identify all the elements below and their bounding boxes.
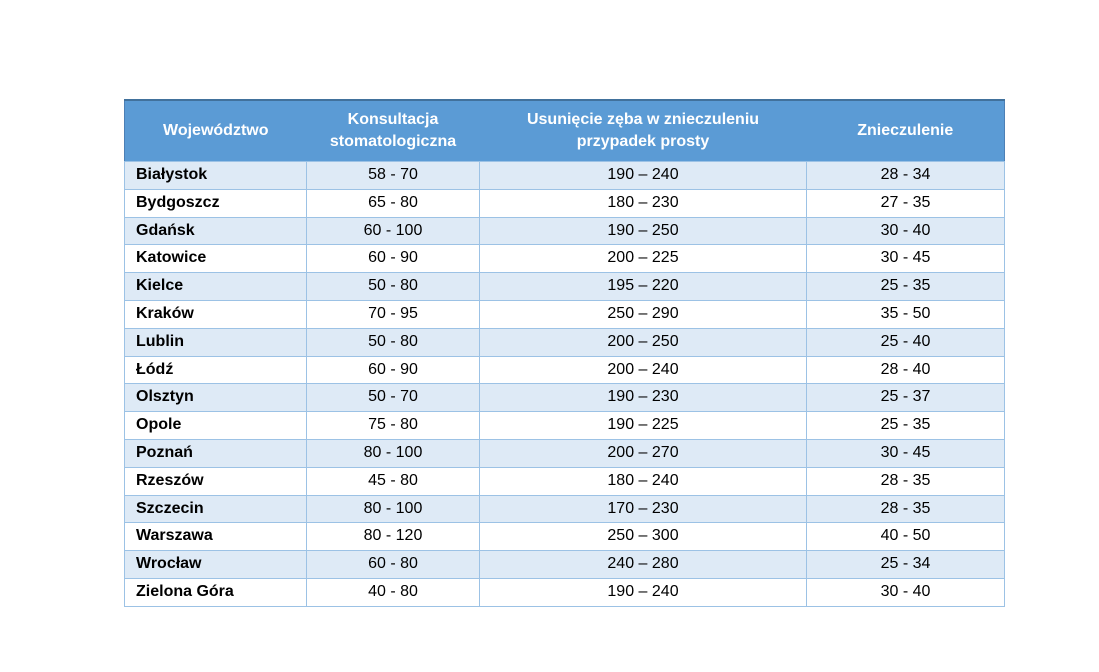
anesthesia-price-cell: 28 - 40: [806, 355, 1005, 385]
anesthesia-price-cell: 25 - 37: [806, 383, 1005, 413]
header-row: Województwo Konsultacja stomatologiczna …: [124, 100, 1005, 162]
anesthesia-price-cell: 40 - 50: [806, 522, 1005, 552]
region-cell: Kielce: [124, 272, 307, 301]
table-row: Łódź 60 - 90 200 – 240 28 - 40: [124, 355, 1005, 385]
region-cell: Lublin: [124, 327, 307, 357]
consultation-price-cell: 45 - 80: [306, 466, 480, 496]
table-header: Województwo Konsultacja stomatologiczna …: [124, 100, 1005, 162]
anesthesia-price-cell: 30 - 40: [806, 577, 1005, 607]
consultation-price-cell: 80 - 100: [306, 438, 480, 468]
anesthesia-price-cell: 27 - 35: [806, 188, 1005, 218]
price-table: Województwo Konsultacja stomatologiczna …: [124, 99, 1005, 607]
extraction-price-cell: 190 – 230: [479, 383, 807, 413]
consultation-price-cell: 60 - 100: [306, 216, 480, 246]
region-cell: Bydgoszcz: [124, 188, 307, 218]
extraction-price-cell: 180 – 230: [479, 188, 807, 218]
anesthesia-price-cell: 30 - 45: [806, 244, 1005, 274]
table-row: Warszawa 80 - 120 250 – 300 40 - 50: [124, 522, 1005, 552]
region-cell: Opole: [124, 411, 307, 440]
table-row: Kielce 50 - 80 195 – 220 25 - 35: [124, 272, 1005, 301]
consultation-price-cell: 65 - 80: [306, 188, 480, 218]
region-cell: Szczecin: [124, 494, 307, 524]
region-cell: Warszawa: [124, 522, 307, 552]
column-header-label-line2: stomatologiczna: [329, 133, 457, 150]
anesthesia-price-cell: 28 - 34: [806, 161, 1005, 190]
consultation-price-cell: 80 - 120: [306, 522, 480, 552]
table-row: Poznań 80 - 100 200 – 270 30 - 45: [124, 438, 1005, 468]
consultation-price-cell: 50 - 80: [306, 272, 480, 301]
anesthesia-price-cell: 30 - 40: [806, 216, 1005, 246]
table-row: Zielona Góra 40 - 80 190 – 240 30 - 40: [124, 577, 1005, 607]
region-cell: Zielona Góra: [124, 577, 307, 607]
column-header-usuniecie-zeba: Usunięcie zęba w znieczuleniu przypadek …: [479, 100, 807, 162]
region-cell: Kraków: [124, 299, 307, 329]
extraction-price-cell: 250 – 300: [479, 522, 807, 552]
column-header-label: Województwo: [163, 122, 269, 139]
consultation-price-cell: 58 - 70: [306, 161, 480, 190]
extraction-price-cell: 180 – 240: [479, 466, 807, 496]
table-row: Rzeszów 45 - 80 180 – 240 28 - 35: [124, 466, 1005, 496]
region-cell: Łódź: [124, 355, 307, 385]
extraction-price-cell: 190 – 240: [479, 577, 807, 607]
consultation-price-cell: 50 - 80: [306, 327, 480, 357]
extraction-price-cell: 200 – 250: [479, 327, 807, 357]
consultation-price-cell: 70 - 95: [306, 299, 480, 329]
extraction-price-cell: 200 – 225: [479, 244, 807, 274]
consultation-price-cell: 60 - 90: [306, 244, 480, 274]
table-row: Wrocław 60 - 80 240 – 280 25 - 34: [124, 550, 1005, 579]
column-header-label-line2: przypadek prosty: [576, 133, 710, 150]
extraction-price-cell: 170 – 230: [479, 494, 807, 524]
extraction-price-cell: 190 – 225: [479, 411, 807, 440]
column-header-label-line1: Usunięcie zęba w znieczuleniu: [526, 111, 760, 128]
table-row: Katowice 60 - 90 200 – 225 30 - 45: [124, 244, 1005, 274]
table-row: Kraków 70 - 95 250 – 290 35 - 50: [124, 299, 1005, 329]
anesthesia-price-cell: 30 - 45: [806, 438, 1005, 468]
consultation-price-cell: 60 - 90: [306, 355, 480, 385]
column-header-label: Znieczulenie: [857, 122, 954, 139]
extraction-price-cell: 200 – 240: [479, 355, 807, 385]
extraction-price-cell: 190 – 240: [479, 161, 807, 190]
region-cell: Katowice: [124, 244, 307, 274]
column-header-znieczulenie: Znieczulenie: [806, 100, 1005, 162]
table-row: Lublin 50 - 80 200 – 250 25 - 40: [124, 327, 1005, 357]
anesthesia-price-cell: 25 - 40: [806, 327, 1005, 357]
region-cell: Białystok: [124, 161, 307, 190]
anesthesia-price-cell: 25 - 35: [806, 411, 1005, 440]
consultation-price-cell: 60 - 80: [306, 550, 480, 579]
table-row: Białystok 58 - 70 190 – 240 28 - 34: [124, 161, 1005, 190]
region-cell: Poznań: [124, 438, 307, 468]
region-cell: Wrocław: [124, 550, 307, 579]
table-row: Opole 75 - 80 190 – 225 25 - 35: [124, 411, 1005, 440]
anesthesia-price-cell: 35 - 50: [806, 299, 1005, 329]
extraction-price-cell: 240 – 280: [479, 550, 807, 579]
region-cell: Olsztyn: [124, 383, 307, 413]
column-header-konsultacja: Konsultacja stomatologiczna: [306, 100, 480, 162]
extraction-price-cell: 195 – 220: [479, 272, 807, 301]
extraction-price-cell: 190 – 250: [479, 216, 807, 246]
extraction-price-cell: 200 – 270: [479, 438, 807, 468]
table-row: Bydgoszcz 65 - 80 180 – 230 27 - 35: [124, 188, 1005, 218]
region-cell: Rzeszów: [124, 466, 307, 496]
column-header-label-line1: Konsultacja: [347, 111, 439, 128]
extraction-price-cell: 250 – 290: [479, 299, 807, 329]
table-body: Białystok 58 - 70 190 – 240 28 - 34 Bydg…: [124, 161, 1005, 607]
consultation-price-cell: 75 - 80: [306, 411, 480, 440]
region-cell: Gdańsk: [124, 216, 307, 246]
anesthesia-price-cell: 25 - 34: [806, 550, 1005, 579]
consultation-price-cell: 40 - 80: [306, 577, 480, 607]
consultation-price-cell: 80 - 100: [306, 494, 480, 524]
table-row: Szczecin 80 - 100 170 – 230 28 - 35: [124, 494, 1005, 524]
consultation-price-cell: 50 - 70: [306, 383, 480, 413]
anesthesia-price-cell: 28 - 35: [806, 494, 1005, 524]
anesthesia-price-cell: 25 - 35: [806, 272, 1005, 301]
column-header-wojewodztwo: Województwo: [124, 100, 307, 162]
anesthesia-price-cell: 28 - 35: [806, 466, 1005, 496]
table-row: Gdańsk 60 - 100 190 – 250 30 - 40: [124, 216, 1005, 246]
table-row: Olsztyn 50 - 70 190 – 230 25 - 37: [124, 383, 1005, 413]
